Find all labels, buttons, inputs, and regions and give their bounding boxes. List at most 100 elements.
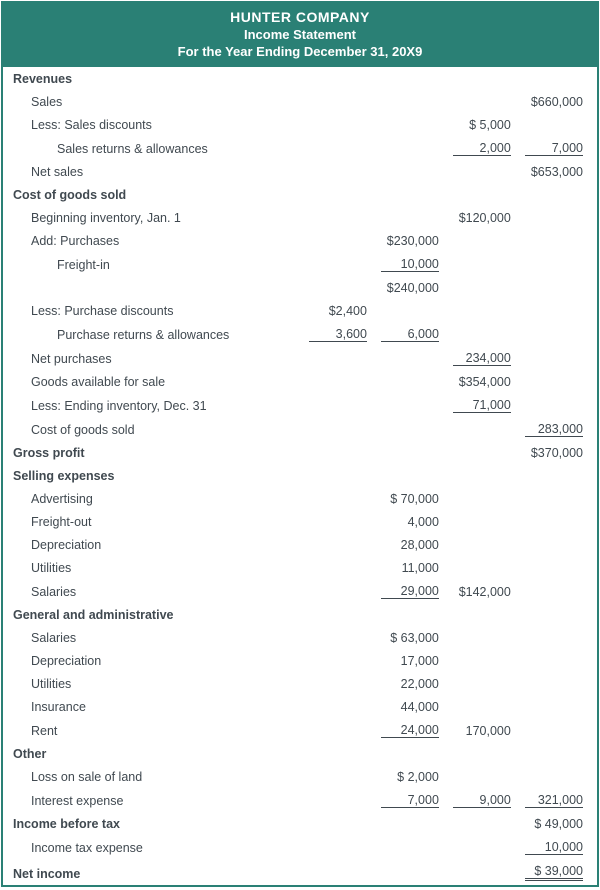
amount-c1 [301, 441, 373, 464]
amount-c1 [301, 556, 373, 579]
table-row: General and administrative [3, 603, 597, 626]
row-label: Income before tax [3, 812, 301, 835]
table-row: Advertising$ 70,000 [3, 487, 597, 510]
row-label: Cost of goods sold [3, 183, 301, 206]
table-row: Purchase returns & allowances3,6006,000 [3, 322, 597, 346]
amount-c4 [517, 510, 597, 533]
amount-c2 [373, 206, 445, 229]
amount-c4: 283,000 [517, 417, 597, 441]
table-row: Other [3, 742, 597, 765]
table-row: Sales returns & allowances2,0007,000 [3, 136, 597, 160]
row-label: Sales returns & allowances [3, 136, 301, 160]
amount-c2: 24,000 [373, 718, 445, 742]
table-row: Interest expense7,0009,000321,000 [3, 788, 597, 812]
table-row: Gross profit$370,000 [3, 441, 597, 464]
amount-c3 [445, 556, 517, 579]
amount-c1 [301, 487, 373, 510]
amount-c3: 71,000 [445, 393, 517, 417]
amount-c1 [301, 672, 373, 695]
amount-c1: 3,600 [301, 322, 373, 346]
amount-c3 [445, 487, 517, 510]
amount-c2 [373, 136, 445, 160]
row-label: Goods available for sale [3, 370, 301, 393]
amount-c2: 11,000 [373, 556, 445, 579]
amount-c4 [517, 742, 597, 765]
amount-c1 [301, 533, 373, 556]
amount-c4 [517, 229, 597, 252]
table-row: Depreciation 28,000 [3, 533, 597, 556]
amount-c4 [517, 765, 597, 788]
row-label: Utilities [3, 556, 301, 579]
amount-c4 [517, 464, 597, 487]
income-statement: HUNTER COMPANY Income Statement For the … [1, 1, 599, 887]
amount-c2: 17,000 [373, 649, 445, 672]
amount-c2 [373, 113, 445, 136]
amount-c4 [517, 649, 597, 672]
table-row: Less: Purchase discounts$2,400 [3, 299, 597, 322]
amount-c1 [301, 695, 373, 718]
amount-c2 [373, 160, 445, 183]
amount-c3 [445, 441, 517, 464]
amount-c2 [373, 835, 445, 859]
amount-c4: $653,000 [517, 160, 597, 183]
amount-c1 [301, 742, 373, 765]
amount-c3 [445, 812, 517, 835]
amount-c3 [445, 67, 517, 90]
amount-c1 [301, 346, 373, 370]
amount-c3 [445, 252, 517, 276]
row-label: Freight-out [3, 510, 301, 533]
amount-c2: 10,000 [373, 252, 445, 276]
table-row: Income tax expense10,000 [3, 835, 597, 859]
amount-c1 [301, 252, 373, 276]
table-row: Revenues [3, 67, 597, 90]
amount-c1 [301, 370, 373, 393]
amount-c3 [445, 322, 517, 346]
amount-c2 [373, 346, 445, 370]
table-row: Cost of goods sold [3, 183, 597, 206]
amount-c2 [373, 183, 445, 206]
amount-c3: $ 5,000 [445, 113, 517, 136]
amount-c2 [373, 859, 445, 885]
amount-c3 [445, 672, 517, 695]
amount-c2 [373, 90, 445, 113]
amount-c3: 2,000 [445, 136, 517, 160]
row-label: Other [3, 742, 301, 765]
amount-c3 [445, 299, 517, 322]
amount-c3 [445, 859, 517, 885]
row-label: Net income [3, 859, 301, 885]
statement-header: HUNTER COMPANY Income Statement For the … [3, 3, 597, 67]
row-label: Insurance [3, 695, 301, 718]
amount-c2: 28,000 [373, 533, 445, 556]
amount-c3: $142,000 [445, 579, 517, 603]
row-label: Net purchases [3, 346, 301, 370]
amount-c1 [301, 510, 373, 533]
amount-c2 [373, 370, 445, 393]
table-row: Salaries29,000$142,000 [3, 579, 597, 603]
amount-c3: 170,000 [445, 718, 517, 742]
amount-c1 [301, 765, 373, 788]
amount-c1 [301, 812, 373, 835]
amount-c3 [445, 510, 517, 533]
row-label: Salaries [3, 626, 301, 649]
amount-c2: 22,000 [373, 672, 445, 695]
row-label: Interest expense [3, 788, 301, 812]
amount-c4 [517, 276, 597, 299]
table-row: Salaries$ 63,000 [3, 626, 597, 649]
table-row: Net purchases 234,000 [3, 346, 597, 370]
amount-c3 [445, 276, 517, 299]
amount-c4 [517, 370, 597, 393]
row-label: Depreciation [3, 533, 301, 556]
row-label: Income tax expense [3, 835, 301, 859]
amount-c4: $ 49,000 [517, 812, 597, 835]
amount-c4 [517, 252, 597, 276]
amount-c2 [373, 742, 445, 765]
amount-c1 [301, 835, 373, 859]
amount-c4 [517, 603, 597, 626]
row-label: Depreciation [3, 649, 301, 672]
amount-c1 [301, 276, 373, 299]
table-row: Rent24,000170,000 [3, 718, 597, 742]
amount-c3: 234,000 [445, 346, 517, 370]
row-label: Revenues [3, 67, 301, 90]
amount-c3: $120,000 [445, 206, 517, 229]
amount-c4: 321,000 [517, 788, 597, 812]
